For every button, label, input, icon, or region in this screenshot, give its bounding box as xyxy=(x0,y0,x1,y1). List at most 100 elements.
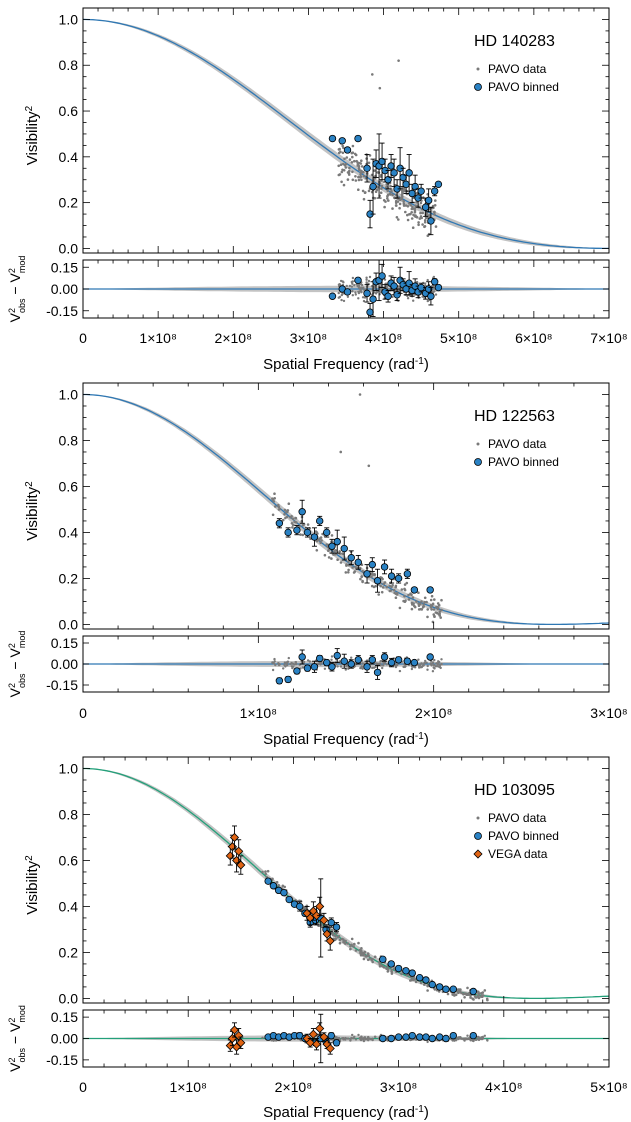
x-tick-label: 0 xyxy=(79,330,87,346)
pavo-data-point xyxy=(374,584,378,588)
pavo-data-residual xyxy=(358,1036,361,1040)
pavo-data-point xyxy=(330,534,334,537)
y-tick-label: 0.2 xyxy=(59,944,79,960)
x-tick-label: 1×10⁸ xyxy=(139,330,177,346)
y-axis-label-sup: 2 xyxy=(24,105,35,111)
pavo-data-residual xyxy=(383,278,387,281)
pavo-binned-point xyxy=(435,983,444,991)
vega-data-point xyxy=(236,860,246,870)
pavo-data-point xyxy=(358,161,361,165)
pavo-binned-residual xyxy=(410,658,419,667)
pavo-data-residual xyxy=(424,284,427,287)
legend-label-pavo-data: PAVO data xyxy=(488,811,547,825)
pavo-data-point xyxy=(344,571,348,574)
pavo-data-residual xyxy=(417,658,420,661)
y-tick-label: 0.2 xyxy=(59,570,79,586)
pavo-data-residual xyxy=(350,285,354,288)
pavo-data-point xyxy=(351,178,355,182)
pavo-data-residual xyxy=(345,664,348,667)
pavo-data-residual xyxy=(471,1039,474,1042)
pavo-data-residual xyxy=(398,669,402,673)
pavo-binned-residuals xyxy=(328,260,443,318)
x-tick-label: 3×10⁸ xyxy=(380,1079,418,1095)
pavo-data-point xyxy=(339,163,343,166)
pavo-data-point xyxy=(354,153,358,157)
vega-data-residual xyxy=(315,1023,325,1034)
pavo-binned-residual xyxy=(393,291,401,299)
residual-y-axis-label: V2obs − V2mod xyxy=(7,631,27,698)
pavo-data-point xyxy=(417,591,420,594)
pavo-binned-residual xyxy=(347,660,355,668)
pavo-data-point xyxy=(394,596,398,599)
pavo-data-residual xyxy=(286,660,290,663)
x-axis: 0 1×10⁸ 2×10⁸ 3×10⁸ 4×10⁸ 5×10⁸ 6×10⁸ 7×10⁸ xyxy=(79,8,628,346)
pavo-data-point xyxy=(396,591,399,595)
pavo-data-point xyxy=(353,159,356,163)
model-curve xyxy=(83,393,609,626)
pavo-data-point xyxy=(381,586,385,589)
residual-y-axis: 0.15 0.00 -0.15 xyxy=(46,635,609,693)
pavo-data-point xyxy=(425,600,428,604)
pavo-data-point xyxy=(343,164,347,167)
pavo-data-point xyxy=(319,541,322,545)
x-axis: 0 1×10⁸ 2×10⁸ 3×10⁸ 4×10⁸ 5×10⁸ xyxy=(79,757,628,1095)
pavo-data-residual xyxy=(351,1033,354,1037)
pavo-data-point xyxy=(283,508,287,512)
pavo-binned-point xyxy=(426,586,434,594)
pavo-data-point xyxy=(411,205,414,209)
x-tick-label: 2×10⁸ xyxy=(275,1079,313,1095)
pavo-data-residual xyxy=(285,661,288,665)
pavo-data-point xyxy=(388,584,392,588)
pavo-data-point xyxy=(385,585,389,589)
pavo-binned-point xyxy=(428,980,436,989)
pavo-data-point xyxy=(366,958,370,962)
pavo-data-point xyxy=(278,507,282,511)
pavo-data-point xyxy=(460,991,463,995)
pavo-binned-residual xyxy=(366,308,374,316)
pavo-data-residual xyxy=(351,280,354,283)
pavo-data-point xyxy=(367,161,371,165)
pavo-data-residual xyxy=(418,666,421,669)
pavo-data-residual xyxy=(406,297,410,300)
pavo-data-point xyxy=(466,986,469,990)
pavo-data-residual xyxy=(287,656,290,660)
pavo-binned-point xyxy=(328,134,337,143)
pavo-data-point xyxy=(469,996,472,999)
pavo-data-residual xyxy=(425,661,428,664)
pavo-data-point xyxy=(360,575,363,578)
pavo-data-point xyxy=(323,553,327,557)
pavo-data-point xyxy=(422,605,426,608)
x-axis: 0 1×10⁸ 2×10⁸ 3×10⁸ xyxy=(79,383,628,721)
pavo-data-residual xyxy=(342,281,345,284)
pavo-data-point xyxy=(336,936,340,939)
pavo-data-point xyxy=(357,178,361,182)
pavo-data-point xyxy=(387,199,390,202)
res-tick-label: 0.00 xyxy=(51,1031,78,1047)
pavo-data-residual xyxy=(362,1039,366,1043)
pavo-data-point xyxy=(386,197,389,200)
pavo-data-residual xyxy=(340,298,343,302)
pavo-data-residual xyxy=(391,295,394,299)
pavo-data-point xyxy=(411,226,415,229)
pavo-data-point xyxy=(373,169,376,172)
pavo-data-point xyxy=(451,993,455,996)
legend-label-pavo-binned: PAVO binned xyxy=(488,455,559,469)
x-tick-label: 1×10⁸ xyxy=(169,1079,207,1095)
pavo-data-residual xyxy=(433,667,436,670)
pavo-data-residual xyxy=(345,284,348,288)
pavo-data-residual xyxy=(339,665,343,668)
pavo-data-residual xyxy=(354,1038,358,1041)
pavo-binned-residual xyxy=(380,653,389,661)
pavo-data-point xyxy=(360,947,363,950)
pavo-binned-residual xyxy=(402,1033,410,1041)
pavo-data-point xyxy=(397,59,400,62)
pavo-data-points xyxy=(337,59,438,237)
pavo-binned-residual xyxy=(390,282,398,290)
pavo-data-residual xyxy=(382,662,385,665)
pavo-data-point xyxy=(344,942,347,945)
pavo-data-point xyxy=(419,981,423,985)
pavo-data-point xyxy=(410,607,414,611)
pavo-data-point xyxy=(429,598,433,602)
pavo-data-point xyxy=(354,949,358,952)
pavo-binned-point xyxy=(293,526,301,534)
